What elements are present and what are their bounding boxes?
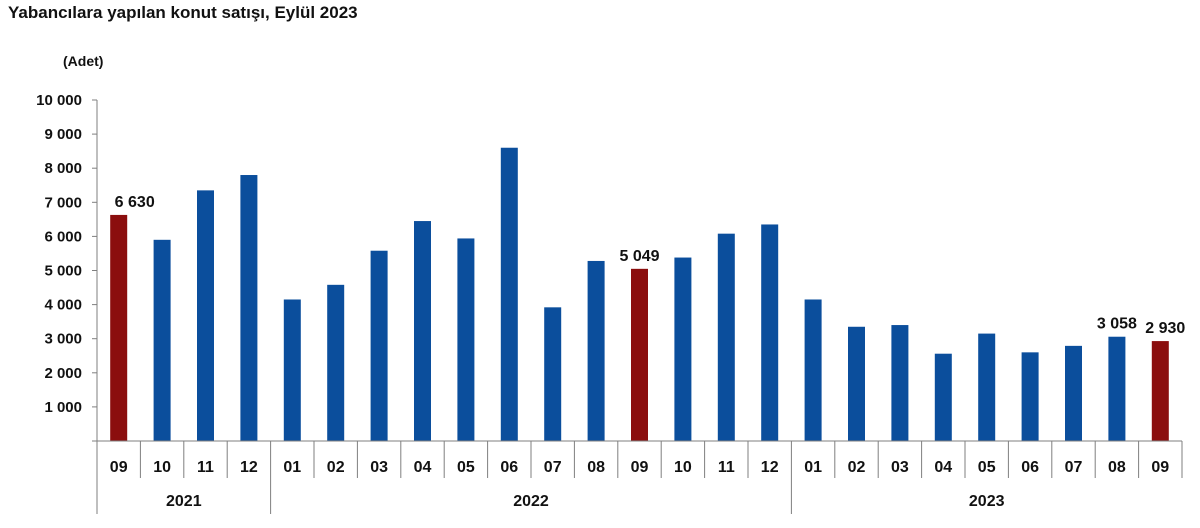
category-label: 12	[240, 459, 258, 476]
bar	[1108, 336, 1126, 441]
bar	[674, 257, 692, 441]
bar	[978, 333, 996, 441]
category-label: 01	[804, 459, 822, 476]
bar	[327, 284, 345, 441]
year-label: 2023	[969, 493, 1005, 510]
y-tick-label: 2 000	[44, 365, 82, 382]
bar-highlight	[631, 268, 648, 441]
bar	[587, 260, 605, 441]
category-label: 07	[544, 459, 562, 476]
chart-title: Yabancılara yapılan konut satışı, Eylül …	[8, 3, 358, 22]
category-label: 09	[110, 459, 128, 476]
category-label: 10	[153, 459, 171, 476]
category-label: 11	[197, 459, 214, 476]
category-label: 07	[1065, 459, 1083, 476]
bar	[370, 250, 388, 441]
category-label: 09	[631, 459, 649, 476]
y-tick-label: 5 000	[44, 263, 82, 280]
category-label: 10	[674, 459, 692, 476]
category-label: 02	[327, 459, 345, 476]
bar	[414, 221, 431, 441]
bar-highlight	[1151, 341, 1169, 441]
category-label: 03	[370, 459, 388, 476]
category-label: 04	[414, 459, 432, 476]
bar	[500, 147, 518, 442]
category-label: 01	[283, 459, 301, 476]
y-tick-label: 7 000	[44, 194, 82, 211]
bar-highlight	[110, 214, 128, 441]
y-axis-unit-label: (Adet)	[63, 53, 103, 69]
y-tick-label: 4 000	[44, 297, 82, 314]
category-label: 02	[848, 459, 866, 476]
y-tick-label: 6 000	[44, 228, 82, 245]
bar	[240, 175, 258, 441]
bar	[197, 190, 214, 441]
bar	[1021, 352, 1039, 441]
category-label: 05	[978, 459, 996, 476]
x-axis: 09 10 11 12 01 02 03 04 05 06 07 08 09 10 11 12 01 02 03 04…	[96, 440, 1183, 514]
data-label: 3 058	[1097, 316, 1137, 333]
category-label: 08	[1108, 459, 1126, 476]
category-label: 11	[718, 459, 735, 476]
y-tick-label: 8 000	[44, 160, 82, 177]
y-tick-label: 3 000	[44, 331, 82, 348]
bar	[544, 307, 562, 441]
data-labels: 6 630 5 049 3 058 2 930	[115, 194, 1186, 337]
bars	[110, 147, 1169, 442]
bar	[934, 353, 952, 441]
bar	[717, 233, 735, 441]
y-tick-label: 10 000	[36, 92, 82, 109]
y-axis: 1 000 2 000 3 000 4 000 5 000 6 000 7 000 8 000…	[36, 92, 98, 442]
data-label: 2 930	[1145, 320, 1185, 337]
data-label: 6 630	[115, 194, 155, 211]
category-label: 03	[891, 459, 909, 476]
bar	[457, 238, 475, 441]
bar	[891, 325, 909, 441]
year-label: 2021	[166, 493, 202, 510]
y-tick-label: 1 000	[44, 399, 82, 416]
category-label: 09	[1151, 459, 1169, 476]
year-label: 2022	[513, 493, 549, 510]
category-label: 05	[457, 459, 475, 476]
category-label: 06	[500, 459, 518, 476]
category-label: 04	[934, 459, 952, 476]
data-label: 5 049	[619, 248, 659, 265]
category-label: 12	[761, 459, 779, 476]
bar	[283, 299, 301, 441]
category-label: 06	[1021, 459, 1039, 476]
bar	[153, 239, 171, 441]
bar	[1065, 345, 1082, 441]
y-tick-label: 9 000	[44, 126, 82, 143]
category-label: 08	[587, 459, 605, 476]
bar	[804, 299, 822, 441]
bar	[761, 224, 779, 441]
bar	[848, 326, 865, 441]
